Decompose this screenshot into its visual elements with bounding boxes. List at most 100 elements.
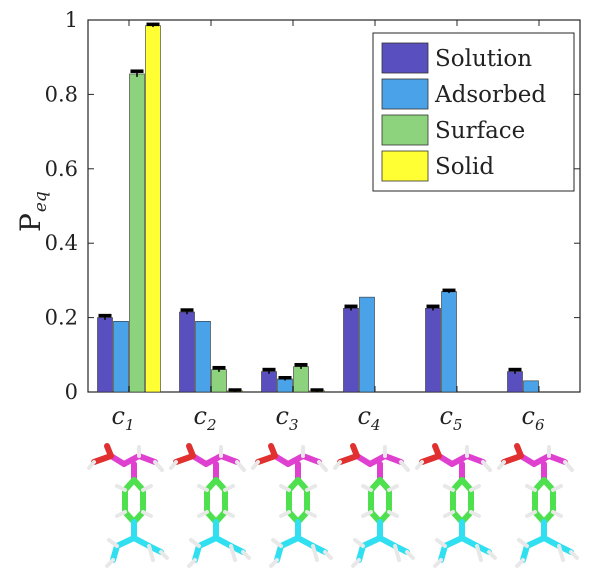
bar-surface-1 — [129, 73, 145, 393]
plot-frame — [87, 19, 581, 393]
molecule-bond — [186, 443, 196, 459]
x-tick-label-subscript: 2 — [206, 416, 217, 434]
molecule-hydrogen — [159, 550, 169, 560]
legend-swatch — [381, 150, 429, 182]
molecule-bond — [255, 453, 278, 465]
molecule-bond — [91, 453, 114, 465]
molecule-hydrogen — [557, 544, 565, 562]
molecule-hydrogen — [353, 538, 365, 548]
molecule-hydrogen — [551, 510, 563, 518]
molecule-bond — [268, 443, 278, 459]
molecule-hydrogen — [241, 550, 251, 560]
molecule-bond — [541, 477, 556, 493]
molecule-bond — [173, 453, 196, 465]
molecule-hydrogen — [569, 550, 579, 560]
molecule-bond — [464, 453, 486, 465]
x-tick-label-subscript: 4 — [370, 416, 381, 434]
x-tick-label: c1 — [112, 402, 135, 434]
bar-solution-3 — [261, 371, 277, 393]
error-cap — [262, 367, 276, 372]
molecule-hydrogen — [525, 510, 537, 518]
y-tick-label: 0.8 — [45, 82, 78, 106]
bar-solution-6 — [507, 371, 523, 393]
molecule-bond — [192, 543, 202, 563]
error-cap — [426, 304, 440, 309]
molecule-hydrogen — [147, 544, 155, 562]
molecule-bond — [432, 443, 442, 459]
molecule-hydrogen — [393, 544, 401, 562]
legend-label: Solution — [435, 46, 532, 72]
molecule-bond — [104, 443, 114, 459]
y-axis-label-subscript: eq — [31, 191, 51, 212]
bar-solution-4 — [343, 307, 359, 393]
legend-label: Surface — [435, 118, 525, 144]
molecule-bond — [546, 453, 568, 465]
error-cap — [508, 367, 522, 372]
molecule-hydrogen — [271, 538, 283, 548]
bar-solution-2 — [179, 311, 195, 393]
molecule-hydrogen — [435, 538, 447, 548]
molecule-hydrogen — [115, 484, 127, 492]
molecule-hydrogen — [361, 510, 373, 518]
error-cap — [228, 388, 242, 392]
molecule-hydrogen — [551, 484, 563, 492]
bar-adsorbed-1 — [113, 321, 129, 393]
molecule-hydrogen — [387, 510, 399, 518]
molecule-bond — [196, 535, 219, 549]
molecule-hydrogen — [197, 510, 209, 518]
molecule-hydrogen — [105, 558, 115, 568]
legend-swatch — [381, 114, 429, 146]
molecule-hydrogen — [497, 460, 506, 470]
y-tick-label: 0.6 — [45, 157, 78, 181]
molecule-bond — [350, 443, 360, 459]
molecule-hydrogen — [223, 484, 235, 492]
molecule-bond — [218, 453, 240, 465]
molecule-bond — [501, 453, 524, 465]
molecule-hydrogen — [333, 460, 342, 470]
x-tick-label-subscript: 5 — [453, 416, 463, 434]
molecule-structure-c4 — [333, 443, 415, 568]
molecule-hydrogen — [141, 484, 153, 492]
x-tick-label: c3 — [276, 402, 299, 434]
molecule-bond — [110, 543, 120, 563]
x-tick-label-base: c — [522, 402, 535, 430]
molecule-hydrogen — [279, 510, 291, 518]
molecule-hydrogen — [305, 484, 317, 492]
x-tick-label-base: c — [276, 402, 289, 430]
molecule-hydrogen — [197, 484, 209, 492]
y-tick-label: 0.2 — [45, 306, 78, 330]
molecule-bond — [300, 453, 322, 465]
molecule-hydrogen — [387, 484, 399, 492]
molecule-hydrogen — [525, 484, 537, 492]
molecule-bond — [459, 477, 474, 493]
x-tick-label: c6 — [522, 402, 545, 434]
x-axis-ticks: c1 c2 c3 c4 c5 c6 — [112, 20, 545, 434]
molecule-bond — [524, 535, 547, 549]
molecule-hydrogen — [487, 550, 497, 560]
molecule-hydrogen — [563, 460, 574, 472]
molecule-structure-c3 — [251, 443, 333, 568]
x-tick-label: c2 — [194, 402, 217, 434]
error-cap — [212, 365, 226, 370]
bar-solution-1 — [97, 317, 113, 393]
molecule-hydrogen — [269, 558, 279, 568]
molecule-hydrogen — [279, 484, 291, 492]
molecule-hydrogen — [443, 484, 455, 492]
molecule-structure-c5 — [415, 443, 497, 568]
y-axis-ticks: 0 0.2 0.4 0.6 0.8 1 — [45, 8, 580, 404]
molecule-hydrogen — [223, 510, 235, 518]
molecule-hydrogen — [153, 460, 164, 472]
molecule-bond — [438, 543, 448, 563]
molecule-hydrogen — [433, 558, 443, 568]
error-cap — [294, 362, 308, 367]
molecule-hydrogen — [115, 510, 127, 518]
y-axis-label: Peq — [14, 191, 51, 232]
molecule-hydrogen — [87, 460, 96, 470]
error-cap — [180, 308, 194, 312]
molecule-hydrogen — [323, 550, 333, 560]
molecule-hydrogen — [517, 538, 529, 548]
error-cap — [442, 288, 456, 293]
bar-solution-5 — [425, 307, 441, 393]
molecule-bond — [514, 443, 524, 459]
molecule-bond — [337, 453, 360, 465]
